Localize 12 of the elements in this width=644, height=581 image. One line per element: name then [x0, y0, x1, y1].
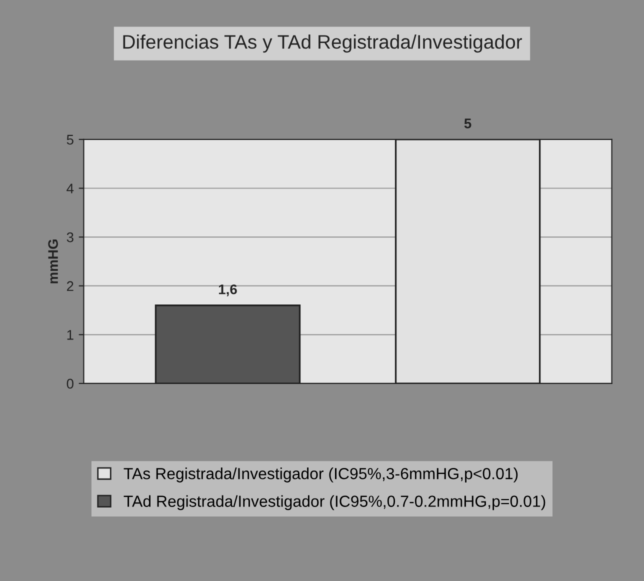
- y-tick-label: 5: [66, 134, 74, 145]
- legend-label: TAs Registrada/Investigador (IC95%,3-6mmHG,p<0.01): [124, 468, 518, 482]
- y-tick-label: 2: [66, 281, 74, 291]
- data-label: 1,6: [218, 284, 237, 296]
- y-tick-label: 1: [67, 330, 74, 340]
- y-tick-label: 0: [66, 378, 74, 389]
- chart-title: Diferencias TAs y TAd Registrada/Investigador: [123, 34, 522, 53]
- y-tick-label: 4: [66, 184, 74, 194]
- y-tick-label: 3: [66, 232, 74, 242]
- data-label: 5: [464, 118, 472, 128]
- legend-label: TAd Registrada/Investigador (IC95%,0.7-0.2mmHG,p=0.01): [124, 495, 546, 510]
- y-axis-title: mmHG: [48, 240, 58, 284]
